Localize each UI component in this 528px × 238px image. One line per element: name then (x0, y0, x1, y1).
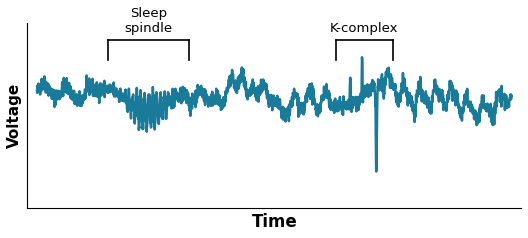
Y-axis label: Voltage: Voltage (7, 83, 22, 148)
X-axis label: Time: Time (251, 213, 297, 231)
Text: K-complex: K-complex (330, 22, 399, 35)
Text: Sleep
spindle: Sleep spindle (125, 7, 173, 35)
